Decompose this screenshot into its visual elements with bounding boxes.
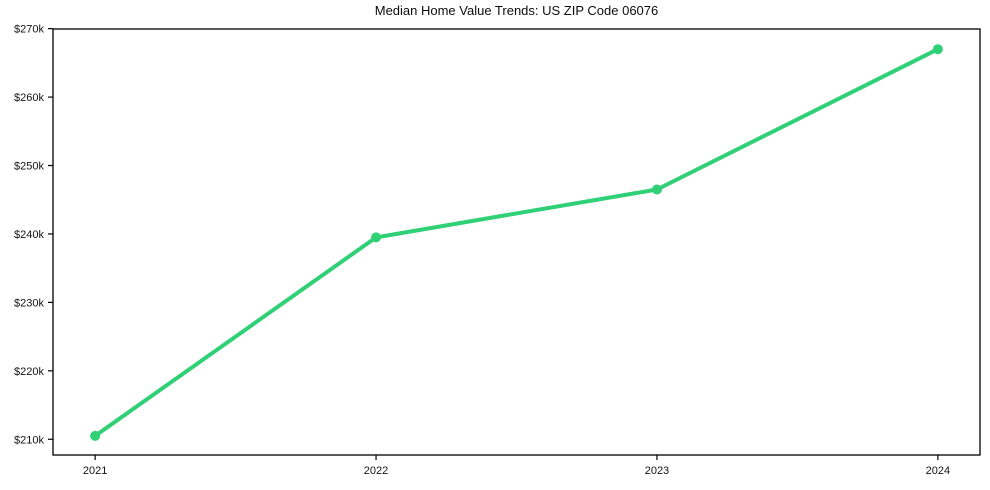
data-point-marker (371, 232, 382, 243)
y-tick-label: $260k (14, 92, 44, 104)
y-tick-label: $230k (14, 297, 44, 309)
x-tick-label: 2023 (645, 465, 669, 477)
y-tick-label: $250k (14, 161, 44, 173)
y-tick-label: $210k (14, 434, 44, 446)
chart-title: Median Home Value Trends: US ZIP Code 06… (374, 3, 659, 18)
data-point-marker (90, 430, 101, 441)
y-tick-label: $240k (14, 229, 44, 241)
data-point-marker (932, 44, 943, 55)
plot-area-border (52, 28, 981, 456)
x-tick-label: 2024 (926, 465, 950, 477)
y-tick-label: $220k (14, 366, 44, 378)
x-tick-label: 2021 (83, 465, 107, 477)
y-tick-label: $270k (14, 24, 44, 36)
data-point-marker (651, 184, 662, 195)
trend-line (93, 47, 940, 438)
x-tick-label: 2022 (364, 465, 388, 477)
